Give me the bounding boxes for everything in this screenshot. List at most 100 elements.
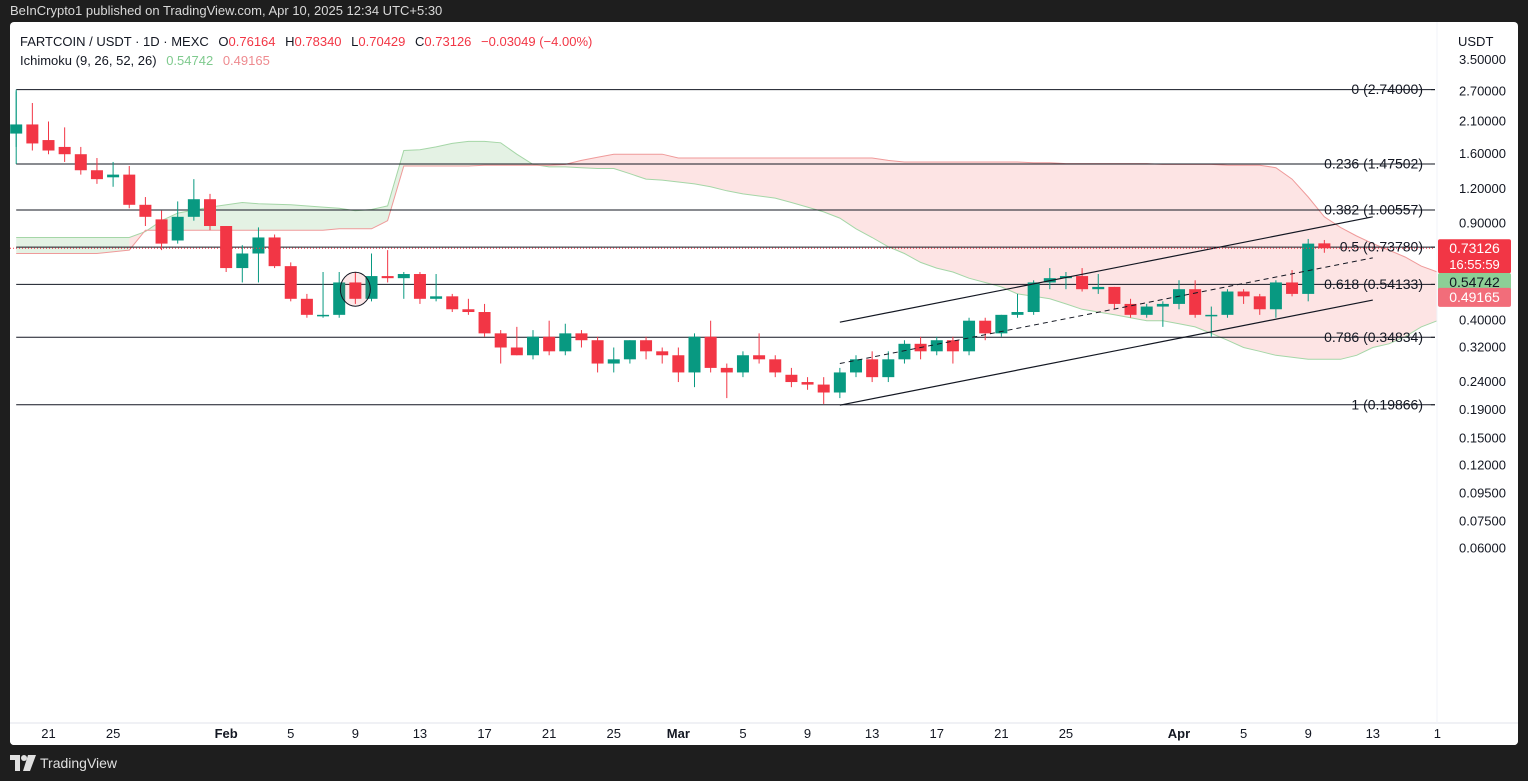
candle-body[interactable] <box>866 359 879 378</box>
candlestick-chart[interactable]: 3.50000 2.70000 2.10000 1.60000 1.20000 0.900… <box>10 22 1518 745</box>
candle-body[interactable] <box>10 124 23 134</box>
candle-body[interactable] <box>478 312 491 334</box>
candle-body[interactable] <box>656 351 669 356</box>
candle-body[interactable] <box>58 146 71 155</box>
candle-body[interactable] <box>979 320 992 334</box>
candle-body[interactable] <box>1302 243 1315 294</box>
candle-body[interactable] <box>688 336 701 373</box>
candle-body[interactable] <box>187 199 200 217</box>
candle-body[interactable] <box>704 336 717 368</box>
candle-body[interactable] <box>930 340 943 352</box>
y-axis-unit-label[interactable]: USDT <box>1458 34 1493 49</box>
candle-body[interactable] <box>397 274 410 279</box>
candle-body[interactable] <box>898 343 911 360</box>
candle-body[interactable] <box>413 274 426 299</box>
candle-body[interactable] <box>171 216 184 241</box>
candle-body[interactable] <box>1286 282 1299 294</box>
candle-body[interactable] <box>252 237 265 254</box>
candle-body[interactable] <box>882 359 895 378</box>
candle-body[interactable] <box>591 340 604 364</box>
candle-body[interactable] <box>543 336 556 352</box>
chart-panel[interactable]: 3.50000 2.70000 2.10000 1.60000 1.20000 0.900… <box>10 22 1518 745</box>
candle-body[interactable] <box>640 340 653 352</box>
y-tick-label: 0.40000 <box>1459 313 1506 328</box>
channel-lower-line[interactable] <box>839 299 1373 406</box>
candle-body[interactable] <box>139 204 152 217</box>
candle-body[interactable] <box>430 296 443 299</box>
candle-body[interactable] <box>510 347 523 356</box>
candle-body[interactable] <box>300 298 313 315</box>
candle-body[interactable] <box>753 355 766 360</box>
candle-body[interactable] <box>107 174 120 178</box>
x-tick-label: 13 <box>865 726 879 741</box>
candle-body[interactable] <box>90 170 103 180</box>
candle-body[interactable] <box>123 174 136 205</box>
candle-body[interactable] <box>850 359 862 373</box>
candle-body[interactable] <box>1124 303 1137 315</box>
y-tick-label: 1.20000 <box>1459 181 1506 196</box>
candle-body[interactable] <box>1253 296 1266 310</box>
candle-body[interactable] <box>769 359 782 373</box>
candle-body[interactable] <box>1269 282 1282 310</box>
candle-body[interactable] <box>333 282 346 315</box>
candle-body[interactable] <box>381 276 394 279</box>
candle-body[interactable] <box>995 314 1008 334</box>
candle-body[interactable] <box>801 382 814 385</box>
candle-body[interactable] <box>494 333 507 348</box>
candle-body[interactable] <box>720 367 733 373</box>
candle-body[interactable] <box>817 384 830 393</box>
candle-body[interactable] <box>446 296 459 310</box>
candle-body[interactable] <box>74 154 87 171</box>
candle-body[interactable] <box>26 124 39 144</box>
candle-body[interactable] <box>1011 312 1024 315</box>
candle-body[interactable] <box>268 237 281 267</box>
candle-body[interactable] <box>1076 276 1089 290</box>
indicator-name[interactable]: Ichimoku (9, 26, 52, 26) <box>20 53 157 68</box>
x-tick-label: 5 <box>1240 726 1247 741</box>
candle-body[interactable] <box>672 355 685 373</box>
candle-body[interactable] <box>833 372 846 393</box>
close-label: C <box>415 34 425 49</box>
indicator-value-1: 0.54742 <box>166 53 214 68</box>
candle-body[interactable] <box>1318 243 1331 249</box>
candle-body[interactable] <box>1205 314 1218 317</box>
candle-body[interactable] <box>1156 303 1169 307</box>
highlight-circle[interactable] <box>339 271 371 307</box>
candle-body[interactable] <box>1189 289 1202 315</box>
candle-body[interactable] <box>42 140 55 151</box>
candle-body[interactable] <box>204 199 216 227</box>
channel-middle-line[interactable] <box>839 257 1373 365</box>
candle-body[interactable] <box>284 266 297 299</box>
candle-body[interactable] <box>785 374 798 383</box>
channel-upper-line[interactable] <box>839 216 1373 323</box>
fib-level-label: 0.618 (0.54133) <box>1324 276 1423 292</box>
candle-body[interactable] <box>155 219 168 244</box>
candle-body[interactable] <box>607 359 620 364</box>
candle-body[interactable] <box>1092 286 1105 290</box>
candle-body[interactable] <box>527 336 539 356</box>
y-tick-label: 2.10000 <box>1459 114 1506 129</box>
fib-level-label: 0.5 (0.73780) <box>1340 239 1423 255</box>
candle-body[interactable] <box>575 333 588 341</box>
candle-body[interactable] <box>736 355 749 373</box>
candle-body[interactable] <box>349 282 362 299</box>
open-value: 0.76164 <box>228 34 276 49</box>
tradingview-brand[interactable]: TradingView <box>40 755 118 771</box>
candle-body[interactable] <box>220 226 233 269</box>
candle-body[interactable] <box>1221 291 1234 315</box>
candle-body[interactable] <box>946 340 959 352</box>
candle-body[interactable] <box>1140 306 1153 315</box>
symbol-title[interactable]: FARTCOIN / USDT · 1D · MEXC <box>20 34 209 49</box>
time-axis[interactable] <box>10 723 1518 745</box>
candle-body[interactable] <box>462 309 475 313</box>
candle-body[interactable] <box>1027 282 1040 313</box>
candle-body[interactable] <box>963 320 976 352</box>
candle-body[interactable] <box>1108 286 1121 304</box>
candle-body[interactable] <box>236 253 249 269</box>
y-tick-label: 0.15000 <box>1459 431 1506 446</box>
candle-body[interactable] <box>623 340 636 360</box>
candle-body[interactable] <box>317 314 330 317</box>
candle-body[interactable] <box>559 333 572 352</box>
fib-level-label: 0.786 (0.34834) <box>1324 329 1423 345</box>
candle-body[interactable] <box>1237 291 1250 297</box>
